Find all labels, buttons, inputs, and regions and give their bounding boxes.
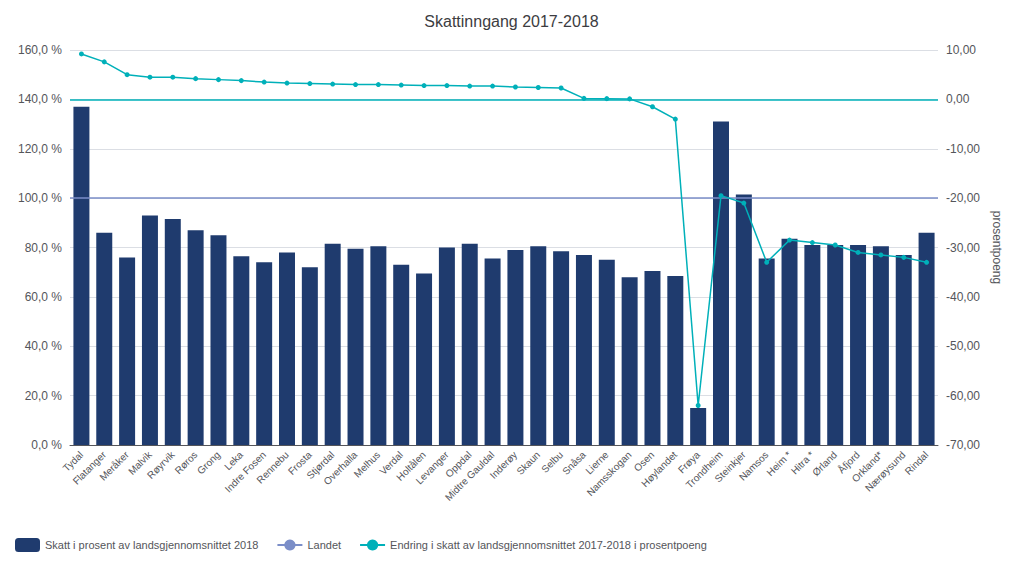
svg-text:Orkland*: Orkland*	[849, 449, 885, 485]
svg-text:Leka: Leka	[222, 449, 246, 473]
svg-text:Heim *: Heim *	[764, 449, 793, 478]
svg-text:Levanger: Levanger	[414, 449, 452, 487]
svg-text:Indre Fosen: Indre Fosen	[222, 449, 268, 495]
svg-text:Overhalla: Overhalla	[321, 449, 359, 487]
svg-text:140,0 %: 140,0 %	[18, 92, 62, 106]
svg-text:Melhus: Melhus	[352, 449, 383, 480]
svg-text:Flatanger: Flatanger	[70, 449, 109, 487]
svg-text:Lierne: Lierne	[583, 449, 611, 477]
svg-text:Oppdal: Oppdal	[443, 449, 474, 480]
svg-text:prosentpoeng: prosentpoeng	[990, 211, 1004, 284]
svg-text:-40,00: -40,00	[946, 290, 980, 304]
svg-text:Røros: Røros	[173, 449, 200, 476]
svg-text:100,0 %: 100,0 %	[18, 191, 62, 205]
svg-text:Namsskogan: Namsskogan	[585, 449, 634, 498]
svg-text:60,0 %: 60,0 %	[25, 290, 63, 304]
svg-text:Nærøysund: Nærøysund	[863, 449, 908, 494]
svg-text:20,0 %: 20,0 %	[25, 389, 63, 403]
svg-text:Steinkjer: Steinkjer	[712, 449, 748, 485]
svg-text:0,0 %: 0,0 %	[31, 438, 62, 452]
svg-text:Selbu: Selbu	[539, 449, 565, 475]
svg-text:Tydal: Tydal	[60, 449, 86, 474]
svg-text:Åfjord: Åfjord	[835, 449, 862, 476]
svg-text:Høylandet: Høylandet	[639, 449, 679, 489]
svg-text:-30,00: -30,00	[946, 241, 980, 255]
svg-text:Snåsa: Snåsa	[560, 449, 588, 477]
svg-text:Trondheim: Trondheim	[683, 449, 725, 491]
svg-text:-50,00: -50,00	[946, 339, 980, 353]
svg-text:Rindal: Rindal	[903, 449, 931, 477]
svg-text:Meråker: Meråker	[97, 449, 131, 483]
svg-text:Skaun: Skaun	[514, 449, 542, 477]
svg-text:Skattinngang 2017-2018: Skattinngang 2017-2018	[424, 13, 598, 30]
svg-text:Namsos: Namsos	[737, 449, 771, 483]
svg-text:10,00: 10,00	[946, 43, 976, 57]
svg-text:Landet: Landet	[307, 539, 341, 551]
svg-text:Ørland: Ørland	[810, 449, 839, 478]
svg-text:Grong: Grong	[195, 449, 222, 476]
svg-text:Røyrvik: Røyrvik	[145, 449, 177, 481]
svg-text:40,0 %: 40,0 %	[25, 339, 63, 353]
svg-text:Holtålen: Holtålen	[394, 449, 428, 483]
svg-text:Inderøy: Inderøy	[488, 449, 520, 481]
svg-text:80,0 %: 80,0 %	[25, 241, 63, 255]
svg-text:-20,00: -20,00	[946, 191, 980, 205]
svg-text:120,0 %: 120,0 %	[18, 142, 62, 156]
svg-text:-10,00: -10,00	[946, 142, 980, 156]
svg-text:Skatt i prosent av landsgjenno: Skatt i prosent av landsgjennomsnittet 2…	[45, 539, 258, 551]
svg-text:Stjørdal: Stjørdal	[304, 449, 337, 482]
svg-text:Hitra *: Hitra *	[788, 449, 817, 477]
svg-text:Frosta: Frosta	[285, 449, 314, 477]
svg-text:Frøya: Frøya	[675, 449, 702, 476]
svg-text:-70,00: -70,00	[946, 438, 980, 452]
svg-text:-60,00: -60,00	[946, 389, 980, 403]
svg-text:Rennebu: Rennebu	[254, 449, 290, 485]
svg-text:Verdal: Verdal	[377, 449, 406, 477]
svg-text:Malvik: Malvik	[126, 449, 154, 477]
svg-text:Endring i skatt av landsgjenno: Endring i skatt av landsgjennomsnittet 2…	[390, 539, 707, 551]
svg-text:0,00: 0,00	[946, 92, 970, 106]
svg-text:Osen: Osen	[631, 449, 657, 474]
svg-text:Midtre Gauldal: Midtre Gauldal	[443, 449, 497, 503]
svg-text:160,0 %: 160,0 %	[18, 43, 62, 57]
